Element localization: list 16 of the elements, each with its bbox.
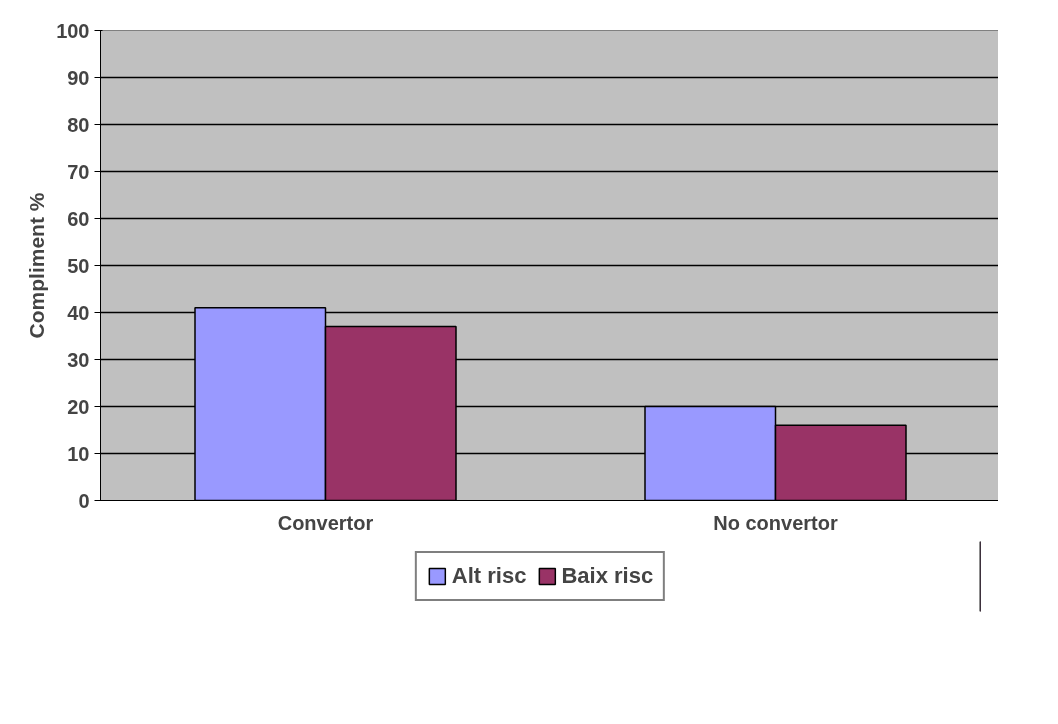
y-tick-label: 90 xyxy=(67,66,90,89)
y-tick-label: 0 xyxy=(78,489,90,512)
x-tick-label: No convertor xyxy=(713,511,838,534)
y-tick-label: 60 xyxy=(67,207,90,230)
y-tick-label: 80 xyxy=(67,113,90,136)
x-tick-label: Convertor xyxy=(277,511,374,534)
y-tick-label: 100 xyxy=(56,19,90,42)
y-tick-label: 50 xyxy=(67,254,90,277)
y-tick-label: 10 xyxy=(67,442,90,465)
y-tick-label: 30 xyxy=(67,348,90,371)
legend-label: Baix risc xyxy=(561,563,654,589)
legend-label: Alt risc xyxy=(451,563,527,589)
y-tick-label: 70 xyxy=(67,160,90,183)
y-axis-title: Compliment % xyxy=(25,192,49,339)
y-tick-label: 40 xyxy=(67,301,90,324)
y-tick-label: 20 xyxy=(67,395,90,418)
